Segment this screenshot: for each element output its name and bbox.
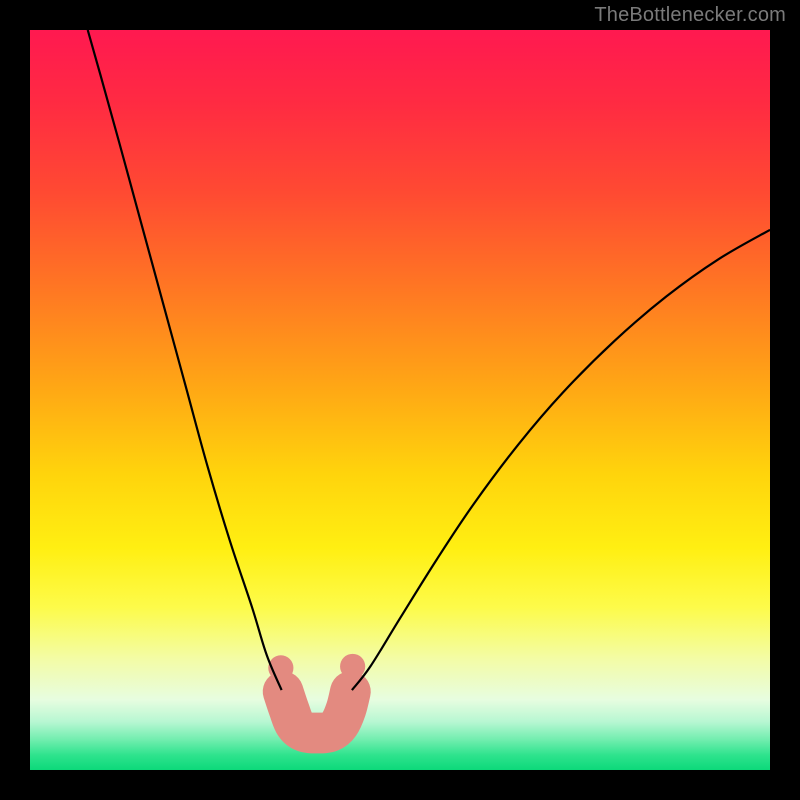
dip-nub-3: [340, 654, 365, 679]
plot-area: [30, 30, 770, 770]
chart-svg: [30, 30, 770, 770]
chart-background: [30, 30, 770, 770]
dip-nub-1: [271, 675, 296, 700]
watermark-text: TheBottlenecker.com: [594, 4, 786, 27]
